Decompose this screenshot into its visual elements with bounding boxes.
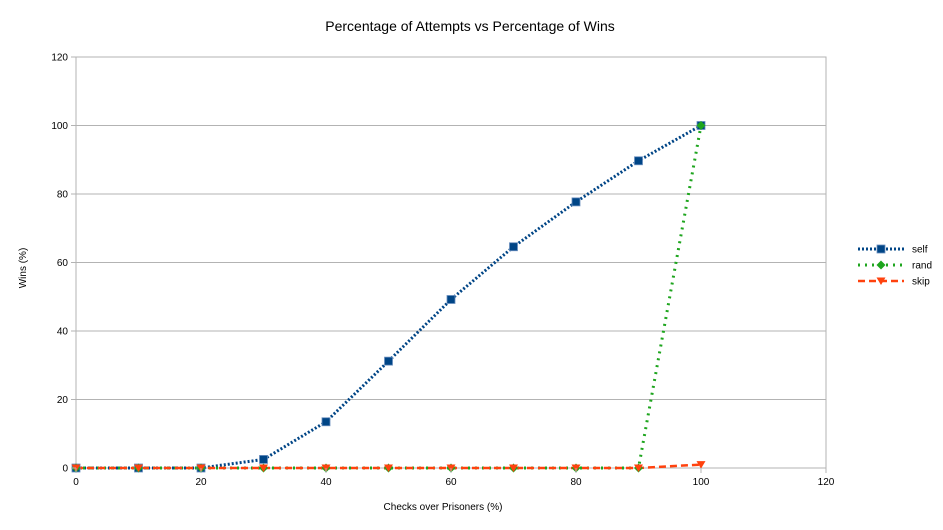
legend: self rand skip	[858, 245, 932, 288]
data-point-self	[259, 455, 268, 464]
data-point-self	[634, 156, 643, 166]
x-tick-label: 20	[195, 477, 207, 488]
x-tick-label: 40	[320, 477, 332, 488]
data-point-self	[509, 242, 518, 252]
plot-area	[71, 56, 827, 473]
data-point-skip	[259, 464, 268, 472]
data-point-self	[321, 417, 331, 427]
y-axis-label: Wins (%)	[18, 248, 29, 289]
legend-label: self	[912, 245, 928, 256]
x-axis-label: Checks over Prisoners (%)	[384, 502, 503, 513]
legend-item-rand: rand	[858, 260, 932, 272]
y-tick-label: 20	[57, 395, 69, 406]
data-point-skip	[384, 464, 393, 472]
x-tick-label: 0	[73, 477, 79, 488]
y-tick-label: 80	[57, 190, 69, 201]
y-tick-label: 0	[62, 464, 68, 475]
data-point-skip	[634, 464, 643, 472]
legend-swatch-marker	[876, 260, 886, 270]
y-tick-label: 100	[51, 121, 68, 132]
x-tick-label: 100	[693, 477, 710, 488]
x-axis-ticks: 0 20 40 60 80 100 120	[73, 468, 835, 488]
data-point-rand	[696, 121, 706, 130]
y-tick-label: 40	[57, 327, 69, 338]
data-point-skip	[696, 461, 706, 469]
legend-label: rand	[912, 261, 932, 272]
legend-item-self: self	[858, 245, 928, 256]
data-point-self	[446, 295, 456, 304]
legend-item-skip: skip	[858, 277, 930, 288]
y-axis-ticks: 0 20 40 60 80 100 120	[51, 53, 76, 475]
data-point-skip	[134, 464, 143, 472]
data-point-skip	[509, 464, 518, 472]
legend-label: skip	[912, 277, 930, 288]
data-point-self	[571, 197, 581, 207]
legend-swatch-marker	[876, 244, 886, 254]
x-tick-label: 80	[570, 477, 582, 488]
y-tick-label: 60	[57, 258, 69, 269]
chart-title: Percentage of Attempts vs Percentage of …	[325, 18, 614, 34]
x-tick-label: 120	[818, 477, 835, 488]
data-point-self	[384, 356, 393, 366]
legend-swatch-marker	[876, 277, 886, 285]
x-tick-label: 60	[445, 477, 457, 488]
y-tick-label: 120	[51, 53, 68, 64]
